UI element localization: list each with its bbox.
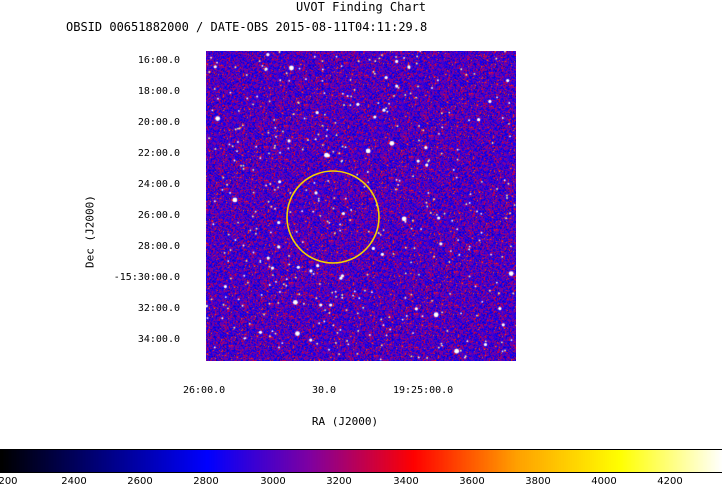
- colorbar-tick: 3800: [525, 476, 551, 487]
- chart-title: UVOT Finding Chart: [295, 0, 427, 14]
- colorbar-tick: 2800: [193, 476, 219, 487]
- colorbar: [0, 449, 722, 473]
- y-tick-label: 18:00.0: [137, 86, 180, 97]
- y-tick-label: -15:30:00.0: [113, 272, 180, 283]
- target-region-overlay: [286, 170, 380, 264]
- y-tick-label: 28:00.0: [137, 241, 180, 252]
- sky-image: [206, 51, 516, 361]
- obs-subtitle: OBSID 00651882000 / DATE-OBS 2015-08-11T…: [66, 20, 428, 34]
- colorbar-tick: 3600: [459, 476, 485, 487]
- colorbar-tick: 200: [0, 476, 18, 487]
- colorbar-tick: 3400: [393, 476, 419, 487]
- y-axis-title: Dec (J2000): [83, 195, 97, 268]
- colorbar-tick: 2400: [61, 476, 87, 487]
- y-tick-label: 24:00.0: [137, 179, 180, 190]
- colorbar-tick: 3000: [260, 476, 286, 487]
- y-tick-label: 26:00.0: [137, 210, 180, 221]
- y-tick-label: 34:00.0: [137, 334, 180, 345]
- colorbar-tick: 3200: [326, 476, 352, 487]
- target-circle-marker: [286, 170, 380, 264]
- x-tick-label: 26:00.0: [183, 385, 226, 396]
- y-tick-label: 20:00.0: [137, 117, 180, 128]
- x-axis-title: RA (J2000): [311, 415, 379, 428]
- y-tick-label: 32:00.0: [137, 303, 180, 314]
- y-tick-label: 22:00.0: [137, 148, 180, 159]
- x-tick-label: 19:25:00.0: [393, 385, 454, 396]
- colorbar-tick: 4000: [591, 476, 617, 487]
- y-tick-label: 16:00.0: [137, 55, 180, 66]
- colorbar-tick: 4200: [657, 476, 683, 487]
- colorbar-tick: 2600: [127, 476, 153, 487]
- x-tick-label: 30.0: [312, 385, 337, 396]
